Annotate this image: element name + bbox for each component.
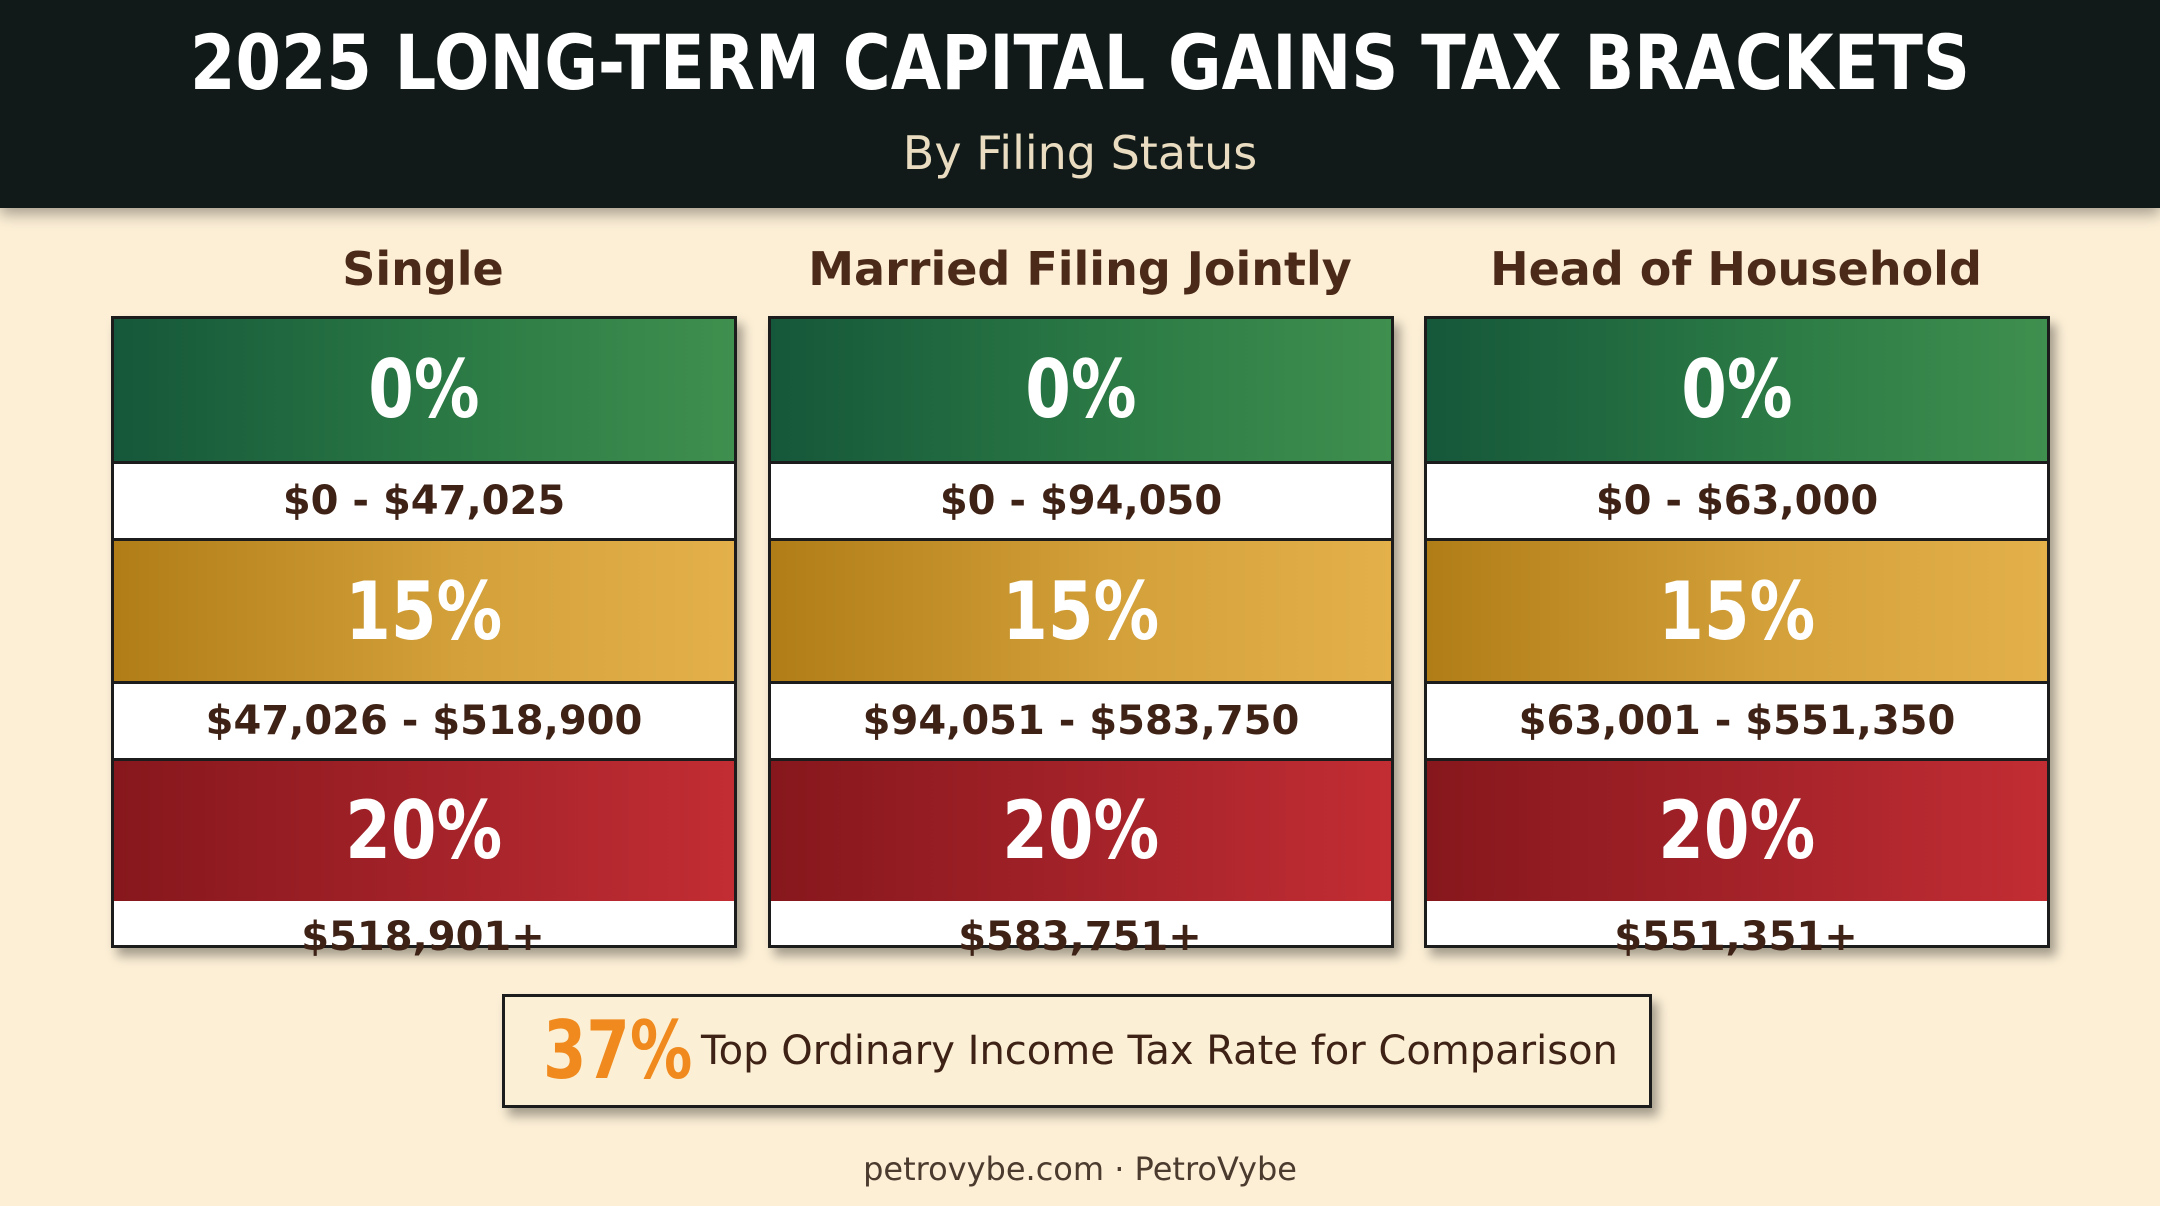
rate-15-block: 15% [114, 541, 734, 683]
column-married-filing-jointly: Married Filing Jointly 0% $0 - $94,050 1… [768, 240, 1394, 960]
bracket-card: 0% $0 - $47,025 15% $47,026 - $518,900 2… [111, 316, 737, 948]
rate-20-label: 20% [1658, 784, 1816, 877]
comparison-label: Top Ordinary Income Tax Rate for Compari… [701, 1028, 1618, 1074]
page-subtitle: By Filing Status [902, 126, 1258, 180]
column-single: Single 0% $0 - $47,025 15% $47,026 - $51… [111, 240, 737, 960]
column-head-of-household: Head of Household 0% $0 - $63,000 15% $6… [1424, 240, 2050, 960]
range-15: $47,026 - $518,900 [114, 681, 734, 761]
range-0: $0 - $47,025 [114, 461, 734, 541]
filing-status-title: Married Filing Jointly [808, 242, 1352, 296]
range-0: $0 - $94,050 [771, 461, 1391, 541]
comparison-box: 37% Top Ordinary Income Tax Rate for Com… [502, 994, 1652, 1108]
rate-20-label: 20% [345, 784, 503, 877]
rate-0-label: 0% [368, 343, 480, 436]
rate-20-block: 20% [114, 761, 734, 901]
range-0: $0 - $63,000 [1427, 461, 2047, 541]
comparison-rate: 37% [543, 1004, 693, 1097]
bracket-card: 0% $0 - $63,000 15% $63,001 - $551,350 2… [1424, 316, 2050, 948]
range-20: $551,351+ [1614, 914, 1858, 960]
bracket-card: 0% $0 - $94,050 15% $94,051 - $583,750 2… [768, 316, 1394, 948]
filing-status-title: Single [342, 242, 504, 296]
page-title: 2025 LONG-TERM CAPITAL GAINS TAX BRACKET… [189, 18, 1971, 107]
range-20: $518,901+ [301, 914, 545, 960]
range-15: $94,051 - $583,750 [771, 681, 1391, 761]
rate-20-block: 20% [771, 761, 1391, 901]
rate-0-block: 0% [1427, 319, 2047, 461]
range-20: $583,751+ [958, 914, 1202, 960]
rate-15-block: 15% [1427, 541, 2047, 683]
range-15: $63,001 - $551,350 [1427, 681, 2047, 761]
header-banner: 2025 LONG-TERM CAPITAL GAINS TAX BRACKET… [0, 0, 2160, 208]
rate-15-label: 15% [1658, 565, 1816, 658]
rate-20-label: 20% [1002, 784, 1160, 877]
rate-0-label: 0% [1681, 343, 1793, 436]
rate-15-label: 15% [1002, 565, 1160, 658]
footer-credit: petrovybe.com · PetroVybe [863, 1150, 1297, 1188]
rate-0-block: 0% [771, 319, 1391, 461]
rate-15-block: 15% [771, 541, 1391, 683]
rate-15-label: 15% [345, 565, 503, 658]
rate-20-block: 20% [1427, 761, 2047, 901]
rate-0-label: 0% [1025, 343, 1137, 436]
filing-status-title: Head of Household [1490, 242, 1982, 296]
rate-0-block: 0% [114, 319, 734, 461]
